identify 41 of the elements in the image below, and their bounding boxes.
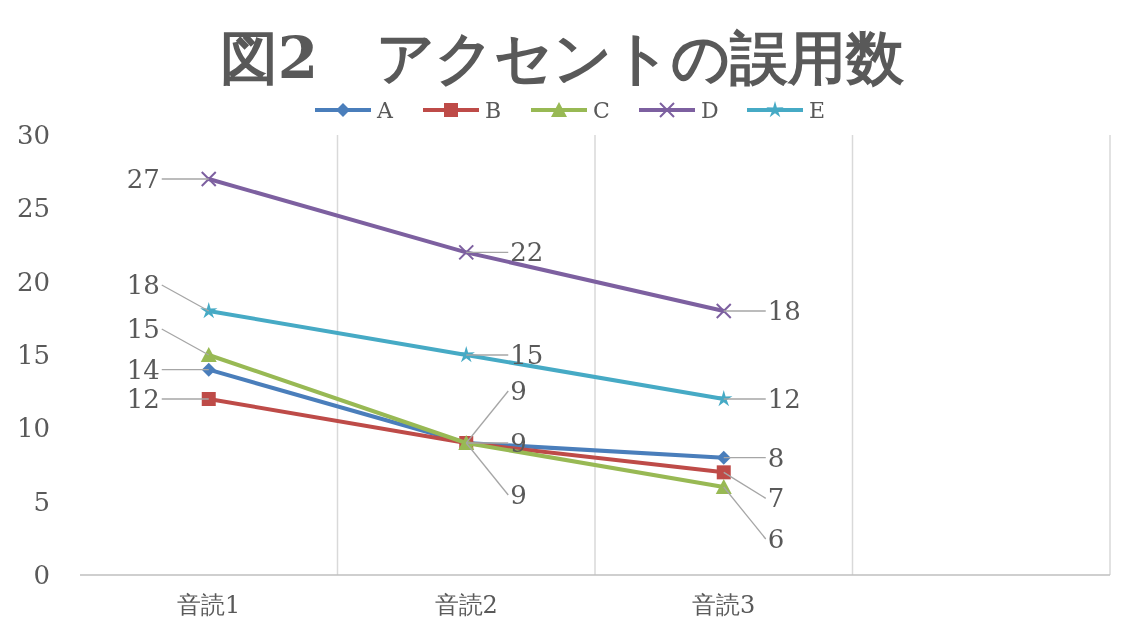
y-tick-label: 10 [16,413,50,444]
point [200,347,217,362]
point [201,362,216,377]
point [200,301,218,319]
data-label: 12 [126,384,160,414]
y-tick-label: 5 [33,486,50,517]
legend-label: E [809,98,826,123]
data-label: 15 [510,340,544,370]
legend-label: C [593,98,610,123]
point [200,171,217,187]
point [715,303,732,319]
data-label: 18 [767,296,801,326]
data-label: 12 [767,384,801,414]
data-label: 22 [510,237,544,268]
y-tick-label: 20 [16,266,50,297]
data-label: 8 [767,442,785,473]
data-label: 18 [126,270,160,300]
legend-label: A [376,98,394,123]
y-tick-label: 30 [16,120,50,150]
point [201,392,216,406]
x-tick-label: 音読1 [177,591,241,619]
y-tick-label: 25 [16,193,50,224]
point [458,244,475,261]
point [715,479,732,494]
chart-title: 図2 アクセントの誤用数 [219,24,906,92]
legend-label: D [701,98,719,123]
data-label: 27 [126,164,160,194]
point [716,465,731,480]
data-label: 9 [510,480,527,510]
data-label: 9 [510,428,527,458]
point [716,450,731,465]
x-tick-label: 音読2 [434,591,498,619]
y-tick-label: 0 [33,560,50,590]
x-tick-label: 音読3 [692,591,756,619]
data-label: 7 [767,483,785,514]
data-label: 15 [126,314,160,344]
y-tick-label: 15 [16,340,50,370]
data-label: 9 [510,376,527,406]
data-label: 6 [767,524,785,554]
data-label: 14 [126,354,160,385]
legend-label: B [485,98,502,123]
